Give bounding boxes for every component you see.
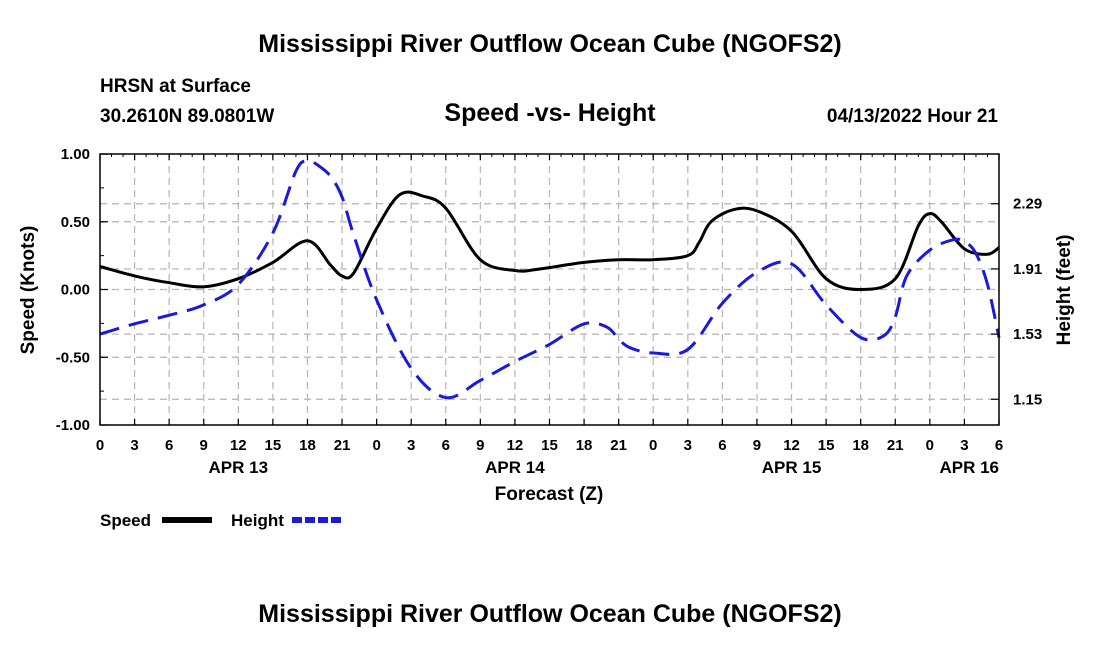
legend-label-height: Height xyxy=(231,511,284,530)
x-tick-label: 15 xyxy=(265,437,282,454)
x-tick-label: 9 xyxy=(753,437,761,454)
legend-label-speed: Speed xyxy=(100,511,151,530)
y-left-tick-label: 0.00 xyxy=(61,282,90,299)
station-label: HRSN at Surface xyxy=(100,76,251,97)
x-tick-label: 3 xyxy=(407,437,415,454)
date-label: APR 13 xyxy=(209,458,269,477)
x-tick-label: 12 xyxy=(783,437,800,454)
y-left-tick-label: 1.00 xyxy=(61,146,90,163)
y-axis-right-label: Height (feet) xyxy=(1054,235,1075,346)
series-line-height xyxy=(99,159,1001,400)
axes: 0 3 6 9 12 15 18 21 0 3 6 9 12 15 18 21 0 3 6 9 12 15 18 21 0 3 6 A… xyxy=(56,146,1042,477)
series-lines xyxy=(99,159,1001,400)
y-right-tick-label: 1.91 xyxy=(1013,261,1042,278)
x-tick-label: 3 xyxy=(684,437,692,454)
x-tick-label: 12 xyxy=(507,437,524,454)
x-tick-label: 15 xyxy=(541,437,558,454)
page-title: Mississippi River Outflow Ocean Cube (NG… xyxy=(258,30,842,58)
y-right-tick-label: 2.29 xyxy=(1013,196,1042,213)
x-tick-label: 18 xyxy=(299,437,316,454)
forecast-datetime-label: 04/13/2022 Hour 21 xyxy=(826,106,998,127)
y-right-tick-label: 1.53 xyxy=(1013,326,1042,343)
x-tick-label: 6 xyxy=(995,437,1003,454)
chart-title: Speed -vs- Height xyxy=(444,99,656,127)
x-tick-label: 0 xyxy=(649,437,657,454)
y-left-tick-label: -0.50 xyxy=(56,349,90,366)
legend: Speed Height xyxy=(100,511,342,530)
x-tick-label: 21 xyxy=(887,437,904,454)
y-right-tick-label: 1.15 xyxy=(1013,391,1042,408)
x-tick-label: 21 xyxy=(334,437,351,454)
x-tick-label: 0 xyxy=(96,437,104,454)
date-label: APR 14 xyxy=(485,458,545,477)
x-tick-label: 6 xyxy=(442,437,450,454)
bottom-title: Mississippi River Outflow Ocean Cube (NG… xyxy=(258,600,842,628)
x-tick-label: 0 xyxy=(372,437,380,454)
date-label: APR 15 xyxy=(762,458,822,477)
x-tick-label: 12 xyxy=(230,437,247,454)
y-left-tick-label: 0.50 xyxy=(61,214,90,231)
x-tick-label: 21 xyxy=(610,437,627,454)
date-label: APR 16 xyxy=(939,458,999,477)
x-tick-label: 9 xyxy=(200,437,208,454)
x-tick-label: 3 xyxy=(960,437,968,454)
x-tick-label: 6 xyxy=(165,437,173,454)
x-tick-label: 9 xyxy=(476,437,484,454)
coordinates-label: 30.2610N 89.0801W xyxy=(100,106,275,127)
grid-lines xyxy=(100,154,999,425)
y-left-tick-label: -1.00 xyxy=(56,417,90,434)
series-line-speed xyxy=(99,190,1000,291)
x-tick-label: 15 xyxy=(818,437,835,454)
x-tick-label: 18 xyxy=(852,437,869,454)
x-tick-label: 6 xyxy=(718,437,726,454)
x-tick-label: 3 xyxy=(130,437,138,454)
y-axis-left-label: Speed (Knots) xyxy=(18,226,39,355)
x-tick-label: 0 xyxy=(926,437,934,454)
x-tick-label: 18 xyxy=(576,437,593,454)
x-axis-label: Forecast (Z) xyxy=(495,484,604,505)
